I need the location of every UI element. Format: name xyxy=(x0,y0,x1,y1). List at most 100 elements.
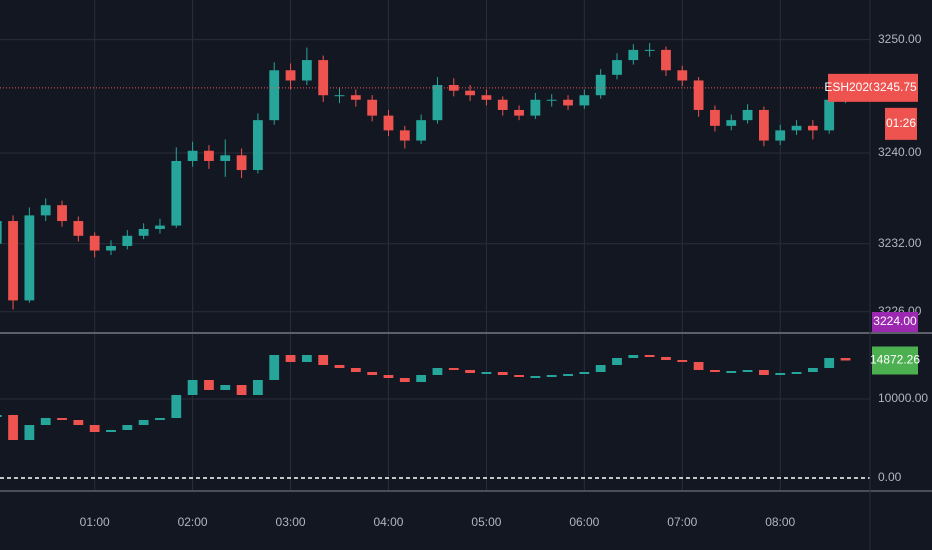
candle-body xyxy=(350,95,361,100)
candle-body xyxy=(677,70,688,81)
candle-body xyxy=(661,357,671,360)
candle-body xyxy=(334,364,345,368)
candle-body xyxy=(89,235,100,251)
candle-body xyxy=(318,354,329,365)
axes: 01:00 02:00 03:00 04:00 05:00 06:00 07:00 08:00… xyxy=(80,32,929,529)
candle-body xyxy=(236,384,247,396)
candle-body xyxy=(57,417,67,420)
candle-body xyxy=(204,150,214,161)
last-price-label: 3245.75 xyxy=(873,80,917,94)
candle-body xyxy=(759,369,769,375)
candle-body xyxy=(106,429,116,432)
candle-body xyxy=(399,130,410,141)
candle-body xyxy=(187,150,198,161)
candle-body xyxy=(40,205,51,216)
candle-body xyxy=(89,424,100,432)
candle-body xyxy=(579,95,590,106)
y-tick-label: 0.00 xyxy=(878,470,902,484)
candle-body xyxy=(350,367,361,372)
candle-body xyxy=(432,367,443,375)
candle-body xyxy=(220,155,231,161)
price-box xyxy=(872,73,918,102)
x-tick-label: 04:00 xyxy=(373,515,403,529)
candle-body xyxy=(301,354,312,362)
last-value-box xyxy=(872,346,918,375)
candle-body xyxy=(122,235,133,246)
candle-body xyxy=(465,90,475,96)
x-tick-label: 03:00 xyxy=(276,515,306,529)
candle-body xyxy=(171,395,182,418)
x-tick-label: 05:00 xyxy=(471,515,501,529)
candle-body xyxy=(465,369,475,373)
symbol-box xyxy=(828,73,872,102)
candle-body xyxy=(530,376,541,379)
candle-body xyxy=(661,49,671,71)
candle-body xyxy=(824,99,835,131)
candle-body xyxy=(155,417,165,420)
candle-body xyxy=(644,49,655,51)
candle-body xyxy=(24,215,35,301)
x-tick-label: 02:00 xyxy=(178,515,208,529)
symbol-label: ESH2020 xyxy=(824,80,876,94)
x-tick-label: 07:00 xyxy=(667,515,697,529)
candle-body xyxy=(334,95,345,97)
grid xyxy=(0,0,870,490)
candle-body xyxy=(628,49,639,61)
candle-body xyxy=(399,378,410,382)
candle-body xyxy=(155,225,165,229)
candle-body xyxy=(807,367,818,372)
candle-body xyxy=(269,70,280,121)
candle-body xyxy=(481,371,492,374)
candle-body xyxy=(497,371,508,375)
candle-body xyxy=(775,372,786,375)
candle-body xyxy=(285,70,296,81)
candle-body xyxy=(383,374,394,379)
candle-body xyxy=(628,354,639,358)
candle-body xyxy=(122,424,133,430)
candle-body xyxy=(563,373,573,376)
marker-box xyxy=(872,312,918,332)
candle-body xyxy=(24,424,35,441)
candle-body xyxy=(595,74,606,96)
candle-body xyxy=(824,357,835,368)
candle-body xyxy=(726,120,737,126)
candle-body xyxy=(579,371,590,374)
marker-label: 3224.00 xyxy=(873,314,917,328)
candle-body xyxy=(791,125,802,131)
candle-body xyxy=(106,245,116,251)
candle-body xyxy=(73,419,84,425)
y-tick-label: 3232.00 xyxy=(878,236,922,250)
candle-body xyxy=(481,95,492,100)
candle-body xyxy=(448,367,459,370)
candle-body xyxy=(416,374,427,382)
candle-body xyxy=(677,359,688,362)
candle-body xyxy=(514,374,524,377)
candle-body xyxy=(8,221,18,301)
candle-body xyxy=(269,354,280,380)
candle-body xyxy=(432,85,443,121)
candle-body xyxy=(693,80,704,110)
candle-body xyxy=(791,371,802,374)
x-tick-label: 01:00 xyxy=(80,515,110,529)
candle-body xyxy=(8,414,18,441)
candle-body xyxy=(759,109,769,141)
candle-body xyxy=(383,115,394,131)
candle-body xyxy=(612,357,622,365)
candle-body xyxy=(73,221,84,236)
price-pane xyxy=(0,43,870,310)
candle-body xyxy=(138,419,149,425)
candle-body xyxy=(497,99,508,110)
candle-body xyxy=(840,357,851,361)
candle-body xyxy=(693,361,704,370)
candle-body xyxy=(546,374,557,377)
last-value-label: 14872.26 xyxy=(870,353,920,367)
candle-body xyxy=(0,221,2,244)
candle-body xyxy=(40,417,51,425)
y-tick-label: 3240.00 xyxy=(878,145,922,159)
candle-body xyxy=(367,371,378,375)
candle-body xyxy=(530,99,541,116)
candle-body xyxy=(204,379,214,391)
candle-body xyxy=(301,60,312,81)
